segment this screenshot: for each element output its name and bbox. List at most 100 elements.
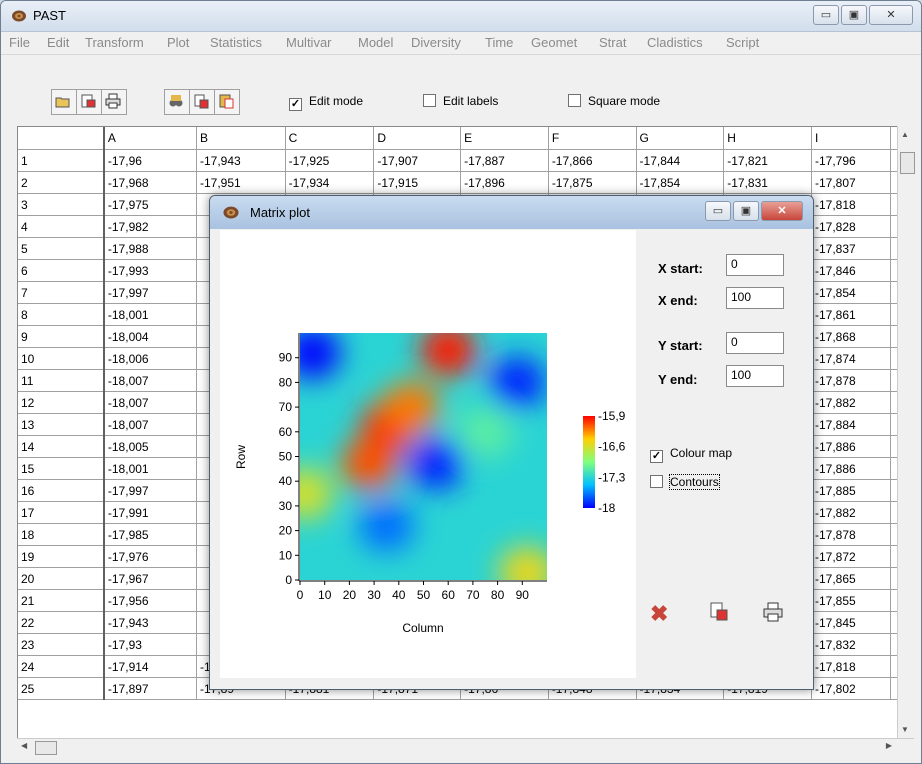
table-cell[interactable]: -17,943 <box>103 611 197 634</box>
table-cell[interactable]: -17,832 <box>811 633 892 656</box>
column-header[interactable]: H <box>723 127 812 150</box>
minimize-button[interactable]: ▭ <box>813 5 839 25</box>
close-button[interactable]: ✕ <box>869 5 913 25</box>
copy-plot-button[interactable] <box>708 601 732 625</box>
table-cell[interactable]: -17,818 <box>811 193 892 216</box>
row-header[interactable]: 21 <box>18 589 105 612</box>
menu-edit[interactable]: Edit <box>47 35 70 50</box>
edit-labels-checkbox[interactable]: Edit labels <box>423 94 498 108</box>
menu-multivar[interactable]: Multivar <box>286 35 332 50</box>
table-cell[interactable]: -18,006 <box>103 347 197 370</box>
table-cell[interactable]: -17,884 <box>811 413 892 436</box>
dialog-maximize-button[interactable]: ▣ <box>733 201 759 221</box>
table-cell[interactable]: -18,004 <box>103 325 197 348</box>
table-cell[interactable]: -17,896 <box>460 171 549 194</box>
table-cell[interactable]: -17,846 <box>811 259 892 282</box>
vertical-scroll-thumb[interactable] <box>900 152 915 174</box>
row-header[interactable]: 19 <box>18 545 105 568</box>
menu-geomet[interactable]: Geomet <box>531 35 578 50</box>
row-header[interactable]: 18 <box>18 523 105 546</box>
column-header[interactable]: D <box>373 127 462 150</box>
horizontal-scroll-thumb[interactable] <box>35 741 57 755</box>
table-cell[interactable]: -17,878 <box>811 369 892 392</box>
table-cell[interactable]: -18,001 <box>103 303 197 326</box>
row-header[interactable]: 22 <box>18 611 105 634</box>
table-cell[interactable]: -17,951 <box>196 171 286 194</box>
table-cell[interactable]: -17,807 <box>811 171 892 194</box>
open-button[interactable] <box>51 89 77 115</box>
table-cell[interactable]: -17,925 <box>285 149 375 172</box>
table-cell[interactable]: -17,818 <box>811 655 892 678</box>
corner-cell[interactable] <box>18 127 105 150</box>
save-button[interactable] <box>76 89 102 115</box>
contours-checkbox[interactable]: Contours <box>650 474 720 490</box>
table-cell[interactable]: -17,882 <box>811 501 892 524</box>
close-plot-button[interactable]: ✖ <box>650 601 674 626</box>
row-header[interactable]: 25 <box>18 677 105 700</box>
row-header[interactable]: 16 <box>18 479 105 502</box>
row-header[interactable]: 13 <box>18 413 105 436</box>
column-header[interactable]: G <box>636 127 725 150</box>
menu-statistics[interactable]: Statistics <box>210 35 263 50</box>
table-cell[interactable]: -17,878 <box>811 523 892 546</box>
table-cell[interactable]: -17,96 <box>103 149 197 172</box>
row-header[interactable]: 17 <box>18 501 105 524</box>
row-header[interactable]: 12 <box>18 391 105 414</box>
scroll-left-icon[interactable]: ◀ <box>21 741 28 750</box>
maximize-button[interactable]: ▣ <box>841 5 867 25</box>
column-header[interactable]: A <box>103 127 197 150</box>
scroll-up-icon[interactable]: ▲ <box>901 130 909 139</box>
table-cell[interactable]: -17,821 <box>723 149 812 172</box>
column-header[interactable]: F <box>548 127 637 150</box>
table-cell[interactable]: -17,967 <box>103 567 197 590</box>
table-cell[interactable]: -17,976 <box>103 545 197 568</box>
dialog-minimize-button[interactable]: ▭ <box>705 201 731 221</box>
table-cell[interactable]: -17,865 <box>811 567 892 590</box>
table-cell[interactable]: -17,982 <box>103 215 197 238</box>
table-cell[interactable]: -17,874 <box>811 347 892 370</box>
table-cell[interactable]: -17,887 <box>460 149 549 172</box>
colour-map-checkbox[interactable]: ✓ Colour map <box>650 446 733 463</box>
row-header[interactable]: 6 <box>18 259 105 282</box>
y-end-input[interactable]: 100 <box>726 365 784 387</box>
table-cell[interactable]: -17,845 <box>811 611 892 634</box>
row-header[interactable]: 14 <box>18 435 105 458</box>
print-button[interactable] <box>101 89 127 115</box>
table-cell[interactable]: -17,997 <box>103 281 197 304</box>
row-header[interactable]: 3 <box>18 193 105 216</box>
table-cell[interactable]: -17,968 <box>103 171 197 194</box>
table-cell[interactable]: -17,985 <box>103 523 197 546</box>
table-cell[interactable]: -17,872 <box>811 545 892 568</box>
column-header[interactable]: C <box>285 127 375 150</box>
table-cell[interactable]: -17,861 <box>811 303 892 326</box>
table-cell[interactable]: -17,886 <box>811 435 892 458</box>
menu-model[interactable]: Model <box>358 35 394 50</box>
table-cell[interactable]: -17,828 <box>811 215 892 238</box>
scroll-down-icon[interactable]: ▼ <box>901 725 909 734</box>
row-header[interactable]: 9 <box>18 325 105 348</box>
square-mode-checkbox[interactable]: Square mode <box>568 94 660 108</box>
table-cell[interactable]: -18,007 <box>103 413 197 436</box>
x-start-input[interactable]: 0 <box>726 254 784 276</box>
table-cell[interactable]: -17,875 <box>548 171 637 194</box>
menu-strat[interactable]: Strat <box>599 35 627 50</box>
table-cell[interactable]: -17,93 <box>103 633 197 656</box>
edit-mode-checkbox[interactable]: ✓ Edit mode <box>289 94 364 111</box>
table-cell[interactable]: -17,897 <box>103 677 197 700</box>
table-cell[interactable]: -17,802 <box>811 677 892 700</box>
menu-transform[interactable]: Transform <box>85 35 144 50</box>
row-header[interactable]: 8 <box>18 303 105 326</box>
table-cell[interactable]: -17,831 <box>723 171 812 194</box>
table-cell[interactable]: -17,993 <box>103 259 197 282</box>
table-cell[interactable]: -17,997 <box>103 479 197 502</box>
table-cell[interactable]: -17,837 <box>811 237 892 260</box>
row-header[interactable]: 7 <box>18 281 105 304</box>
row-header[interactable]: 10 <box>18 347 105 370</box>
row-header[interactable]: 23 <box>18 633 105 656</box>
table-cell[interactable]: -17,882 <box>811 391 892 414</box>
dialog-close-button[interactable]: ✕ <box>761 201 803 221</box>
table-cell[interactable]: -17,975 <box>103 193 197 216</box>
scroll-right-icon[interactable]: ▶ <box>885 741 892 750</box>
horizontal-scrollbar[interactable]: ◀ ▶ <box>17 738 914 756</box>
table-cell[interactable]: -18,001 <box>103 457 197 480</box>
